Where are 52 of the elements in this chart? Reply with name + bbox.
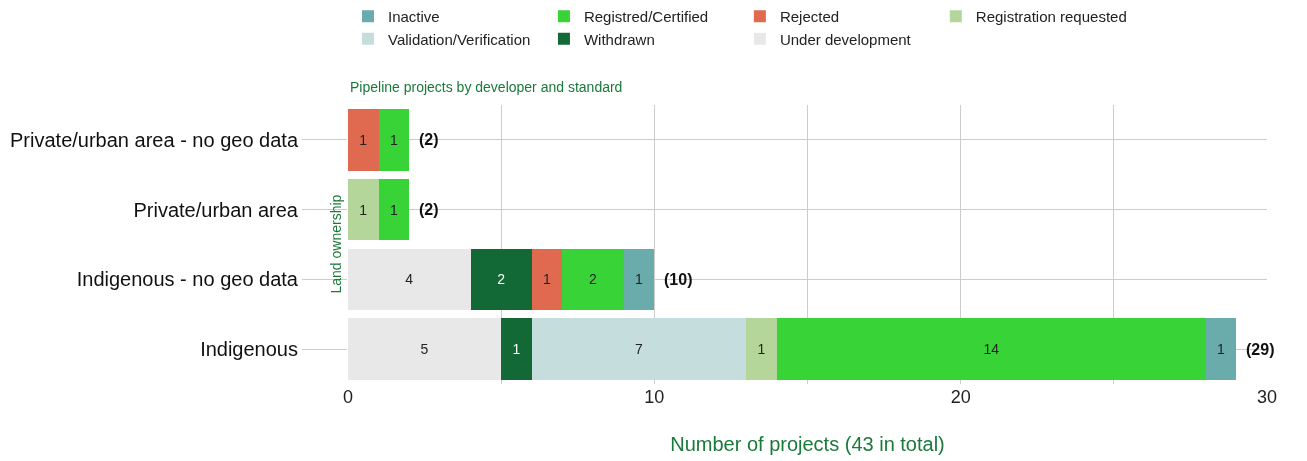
total-label: (10): [664, 271, 693, 288]
data-label: 1: [389, 131, 398, 148]
data-label: 1: [359, 201, 368, 218]
x-tick-label: 20: [950, 387, 971, 407]
legend-label: Inactive: [388, 8, 440, 26]
data-label: 14: [983, 341, 1000, 358]
y-tick-label: Indigenous: [200, 338, 298, 361]
bar: [562, 248, 624, 311]
bar: [470, 248, 532, 311]
total-label: (2): [419, 131, 439, 148]
x-tick-label: 10: [644, 387, 665, 407]
bar: [1205, 318, 1237, 380]
bar: [776, 318, 1206, 380]
y-tick-label: Private/urban area: [133, 198, 299, 221]
bar: [348, 318, 502, 380]
y-axis-title: Land ownership: [327, 194, 344, 294]
bar: [501, 318, 532, 380]
x-tick-label: 30: [1256, 387, 1278, 407]
bar: [348, 248, 471, 311]
data-label: 2: [589, 271, 598, 288]
legend-label: Registred/Certified: [583, 8, 709, 26]
data-label: 2: [497, 271, 506, 288]
bar: [348, 178, 379, 241]
total-label: (2): [419, 201, 439, 218]
total-label: (29): [1246, 341, 1275, 358]
x-axis-title: Number of projects (43 in total): [670, 432, 945, 455]
bar: [378, 109, 410, 171]
x-tick-label: 0: [342, 387, 354, 407]
bar: [378, 178, 410, 241]
data-label: 1: [543, 271, 552, 288]
data-label: 5: [420, 341, 429, 358]
data-label: 1: [635, 271, 644, 288]
chart-title: Pipeline projects by developer and standard: [350, 79, 623, 95]
y-tick-label: Indigenous - no geo data: [76, 268, 299, 291]
data-label: 1: [389, 201, 398, 218]
legend-label: Validation/Verification: [388, 30, 531, 48]
legend-label: Withdrawn: [583, 30, 655, 48]
bar: [348, 109, 379, 171]
bar: [623, 248, 655, 311]
data-label: 1: [757, 341, 766, 358]
bar: [746, 318, 777, 380]
data-label: 1: [512, 341, 521, 358]
bar: [531, 248, 563, 311]
data-label: 4: [405, 271, 414, 288]
legend-label: Registration requested: [975, 8, 1127, 26]
legend-label: Under development: [779, 30, 912, 48]
data-label: 1: [359, 131, 368, 148]
bar: [531, 318, 747, 380]
data-label: 1: [1217, 341, 1226, 358]
data-label: 7: [635, 341, 644, 358]
y-tick-label: Private/urban area - no geo data: [10, 128, 299, 151]
legend-label: Rejected: [779, 8, 840, 26]
